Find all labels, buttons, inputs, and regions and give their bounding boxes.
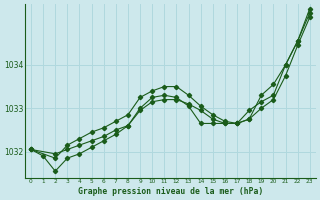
X-axis label: Graphe pression niveau de la mer (hPa): Graphe pression niveau de la mer (hPa) <box>78 187 263 196</box>
